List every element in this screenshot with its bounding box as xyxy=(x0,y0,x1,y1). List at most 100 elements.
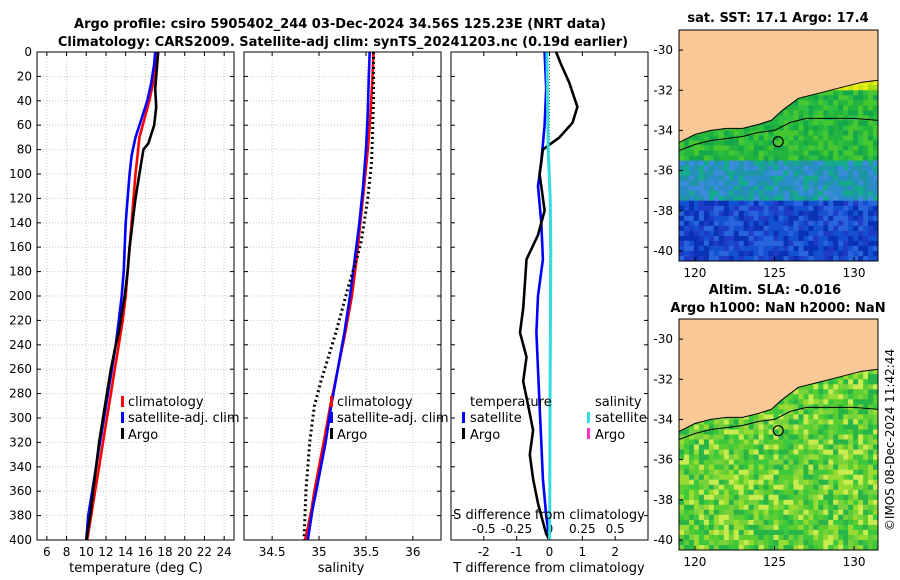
map-cell xyxy=(858,540,864,546)
map-cell xyxy=(733,135,740,142)
map-cell xyxy=(863,404,869,410)
map-cell xyxy=(689,499,695,506)
map-cell xyxy=(808,529,814,536)
map-cell xyxy=(863,519,869,526)
map-cell xyxy=(713,509,720,516)
map-cell xyxy=(703,235,710,242)
map-cell xyxy=(753,175,760,182)
map-cell xyxy=(783,115,790,121)
map-cell xyxy=(823,545,829,550)
map-cell xyxy=(723,210,730,217)
map-cell xyxy=(823,135,829,142)
map-cell xyxy=(738,534,745,541)
map-cell xyxy=(848,210,854,217)
map-cell xyxy=(853,514,859,521)
map-cell xyxy=(798,130,804,136)
map-cell xyxy=(723,235,730,242)
map-cell xyxy=(788,230,795,237)
map-cell xyxy=(813,145,819,152)
map-cell xyxy=(713,220,720,227)
map-cell xyxy=(838,399,844,405)
map-cell xyxy=(788,245,795,252)
map-cell xyxy=(763,409,770,415)
map-cell xyxy=(763,185,770,192)
map-cell xyxy=(788,504,795,511)
map-cell xyxy=(868,140,874,147)
map-cell xyxy=(818,545,824,550)
map-cell xyxy=(748,454,755,461)
map-cell xyxy=(783,545,790,550)
map-cell xyxy=(863,374,869,380)
map-cell xyxy=(828,175,834,182)
map-cell xyxy=(693,545,700,550)
map-cell xyxy=(753,494,760,501)
map-cell xyxy=(743,519,750,526)
map-cell xyxy=(848,484,854,491)
map-cell xyxy=(853,155,859,162)
map-cell xyxy=(793,230,799,237)
map-cell xyxy=(823,160,829,167)
map-cell xyxy=(828,519,834,526)
map-cell xyxy=(708,454,715,461)
map-cell xyxy=(738,150,745,157)
map-cell xyxy=(703,504,710,511)
map-cell xyxy=(758,215,765,222)
map-cell xyxy=(778,195,785,202)
map-cell xyxy=(828,394,834,400)
map-cell xyxy=(843,100,849,106)
map-cell xyxy=(703,545,710,550)
map-cell xyxy=(738,190,745,197)
map-cell xyxy=(783,474,790,481)
map-cell xyxy=(848,459,854,466)
map-cell xyxy=(798,100,804,106)
map-cell xyxy=(684,444,690,451)
map-cell xyxy=(838,195,844,202)
map-cell xyxy=(763,180,770,187)
map-cell xyxy=(868,180,874,187)
map-cell xyxy=(773,499,780,506)
map-cell xyxy=(723,145,730,152)
map-cell xyxy=(863,165,869,172)
map-cell xyxy=(733,419,740,425)
map-cell xyxy=(733,514,740,521)
map-cell xyxy=(843,120,849,126)
map-cell xyxy=(708,251,715,257)
map-cell xyxy=(733,464,740,471)
map-cell xyxy=(753,509,760,516)
map-cell xyxy=(813,155,819,162)
map-cell xyxy=(728,145,735,152)
map-cell xyxy=(773,519,780,526)
map-cell xyxy=(738,504,745,511)
map-cell xyxy=(788,499,795,506)
map-y-tick-label: -34 xyxy=(653,412,673,426)
map-cell xyxy=(778,155,785,162)
map-cell xyxy=(788,180,795,187)
map-cell xyxy=(778,190,785,197)
map-cell xyxy=(793,459,799,466)
map-cell xyxy=(758,150,765,157)
map-cell xyxy=(833,160,839,167)
map-cell xyxy=(803,240,809,247)
map-cell xyxy=(858,389,864,395)
map-cell xyxy=(703,489,710,496)
map-cell xyxy=(758,245,765,252)
map-cell xyxy=(753,135,760,142)
map-cell xyxy=(828,449,834,456)
map-cell xyxy=(793,514,799,521)
map-cell xyxy=(793,175,799,182)
map-cell xyxy=(853,419,859,425)
map-cell xyxy=(843,185,849,192)
map-cell xyxy=(868,115,874,121)
map-cell xyxy=(723,444,730,451)
map-cell xyxy=(843,494,849,501)
map-cell xyxy=(868,100,874,106)
map-cell xyxy=(853,110,859,116)
map-cell xyxy=(703,245,710,252)
map-cell xyxy=(818,130,824,136)
map-cell xyxy=(823,504,829,511)
map-cell xyxy=(848,409,854,415)
map-cell xyxy=(798,195,804,202)
map-cell xyxy=(863,175,869,182)
map-cell xyxy=(833,140,839,147)
map-cell xyxy=(808,409,814,415)
